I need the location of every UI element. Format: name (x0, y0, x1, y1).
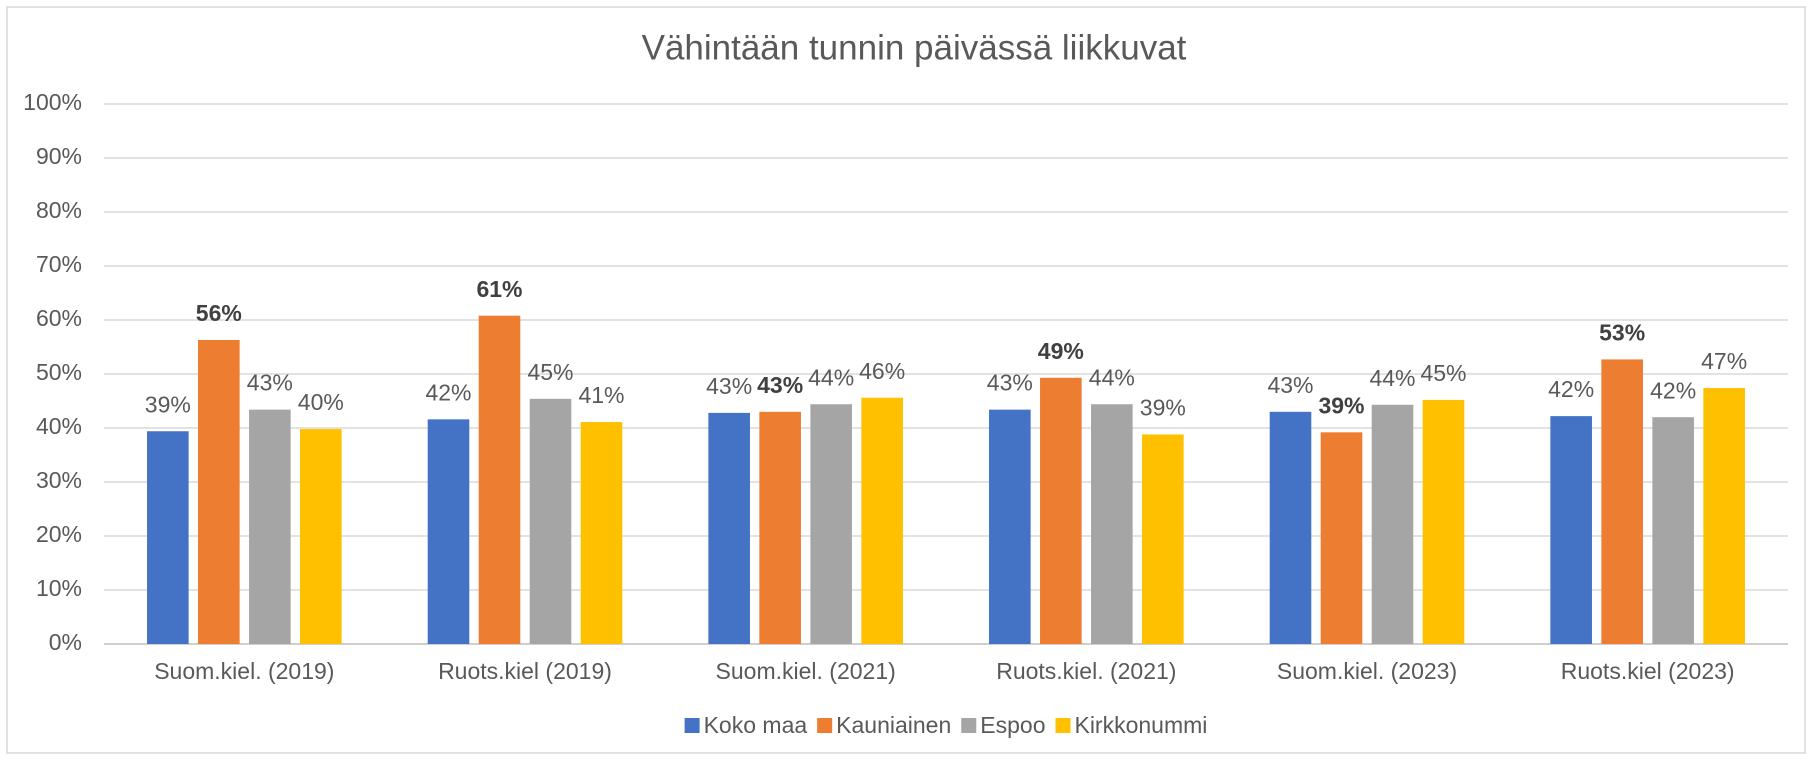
x-tick-label: Ruots.kiel. (2021) (996, 658, 1176, 684)
x-tick-label: Ruots.kiel (2023) (1561, 658, 1735, 684)
data-label: 40% (298, 389, 344, 415)
bar (810, 404, 852, 644)
chart-title: Vähintään tunnin päivässä liikkuvat (642, 28, 1187, 67)
bar (1142, 434, 1184, 644)
y-tick-label: 40% (36, 413, 82, 439)
data-label: 47% (1701, 348, 1747, 374)
y-tick-label: 60% (36, 305, 82, 331)
y-tick-label: 100% (23, 89, 82, 115)
data-label: 39% (1140, 395, 1186, 421)
legend-swatch (1055, 718, 1071, 733)
bar (529, 398, 572, 644)
bar (147, 431, 189, 644)
y-tick-label: 30% (36, 467, 82, 493)
bar (300, 429, 342, 644)
bar (1269, 411, 1312, 644)
y-tick-label: 80% (36, 197, 82, 223)
legend-swatch (961, 718, 977, 733)
data-label: 42% (425, 379, 471, 405)
data-label: 45% (1420, 360, 1466, 386)
data-label: 42% (1548, 376, 1594, 402)
data-label: 44% (1089, 364, 1135, 390)
bar (1652, 417, 1694, 644)
legend-label: Kirkkonummi (1074, 712, 1207, 738)
data-label: 44% (808, 364, 854, 390)
y-tick-label: 0% (49, 629, 82, 655)
y-tick-label: 50% (36, 359, 82, 385)
data-label: 43% (247, 370, 293, 396)
y-tick-label: 10% (36, 575, 82, 601)
data-label: 56% (196, 300, 242, 326)
bar (249, 409, 291, 644)
bar (1040, 377, 1082, 644)
bar (1703, 388, 1745, 644)
x-tick-label: Suom.kiel. (2021) (716, 658, 896, 684)
data-label: 43% (757, 372, 803, 398)
data-label: 42% (1650, 377, 1696, 403)
y-tick-label: 90% (36, 143, 82, 169)
data-label: 43% (706, 373, 752, 399)
legend-label: Espoo (980, 712, 1045, 738)
data-label: 43% (1267, 372, 1313, 398)
bar (1601, 359, 1643, 644)
x-tick-label: Suom.kiel. (2023) (1277, 658, 1457, 684)
data-label: 45% (527, 359, 573, 385)
x-tick-label: Ruots.kiel (2019) (438, 658, 612, 684)
data-label: 44% (1369, 365, 1415, 391)
data-label: 53% (1599, 319, 1645, 345)
data-label: 61% (476, 276, 522, 302)
bar (580, 422, 623, 644)
bar (1422, 399, 1465, 644)
y-tick-label: 70% (36, 251, 82, 277)
bar (478, 315, 521, 644)
bar (198, 339, 240, 644)
legend-label: Kauniainen (836, 712, 951, 738)
x-tick-label: Suom.kiel. (2019) (154, 658, 334, 684)
bar (989, 409, 1031, 644)
bar (1091, 404, 1133, 644)
bar (427, 419, 470, 644)
legend-swatch (684, 718, 700, 733)
legend-swatch (817, 718, 833, 733)
data-label: 41% (578, 382, 624, 408)
data-label: 39% (145, 391, 191, 417)
legend-label: Koko maa (704, 712, 808, 738)
data-label: 46% (859, 358, 905, 384)
bar (708, 412, 750, 644)
y-tick-label: 20% (36, 521, 82, 547)
data-label: 39% (1318, 392, 1364, 418)
data-label: 43% (987, 370, 1033, 396)
bar (861, 397, 903, 644)
bar (1550, 416, 1592, 644)
bar (759, 411, 801, 644)
bar (1371, 404, 1414, 644)
bar (1320, 432, 1363, 644)
data-label: 49% (1038, 338, 1084, 364)
